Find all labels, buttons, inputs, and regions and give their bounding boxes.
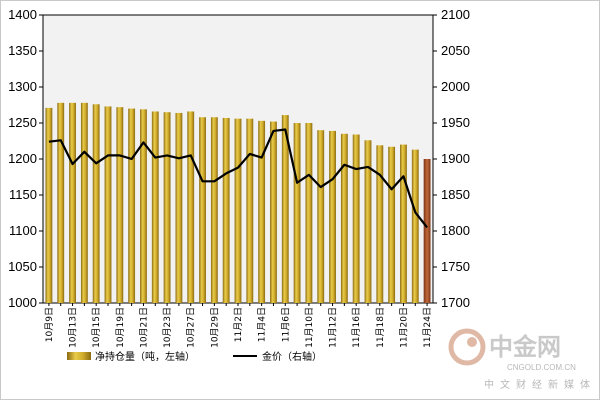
x-axis: 10月9日 10月13日 10月15日 10月19日 10月21日 10月23日 10月27…	[44, 303, 433, 348]
legend-bar-label: 净持仓量（吨，左轴）	[95, 350, 195, 363]
bar	[411, 149, 419, 303]
bar	[210, 117, 218, 304]
bar	[376, 145, 384, 303]
watermark: 中金网 CNGOLD.COM.CN 中文财经新媒体	[448, 328, 596, 391]
x-tick-label: 11月12日	[328, 307, 339, 348]
left-tick-label: 1050	[8, 259, 37, 274]
bar	[187, 111, 195, 303]
watermark-url: CNGOLD.COM.CN	[507, 363, 576, 372]
x-tick-label: 10月9日	[44, 307, 55, 342]
bar	[400, 144, 407, 303]
bar	[293, 123, 301, 303]
legend-bar-swatch	[67, 352, 91, 360]
bar	[104, 106, 112, 303]
x-tick-label: 11月10日	[304, 307, 315, 348]
bar	[364, 140, 372, 303]
bar	[305, 123, 313, 303]
bar	[234, 118, 242, 304]
right-tick-label: 1750	[441, 259, 470, 274]
x-tick-label: 11月16日	[351, 307, 362, 348]
x-tick-label: 10月21日	[138, 307, 149, 348]
left-tick-label: 1300	[8, 79, 37, 94]
bar	[423, 159, 431, 303]
watermark-logo-icon	[448, 328, 486, 366]
x-tick-label: 11月2日	[233, 307, 244, 342]
x-tick-label: 10月15日	[91, 307, 102, 348]
right-tick-label: 2050	[441, 43, 470, 58]
bar	[317, 130, 325, 303]
right-tick-label: 2000	[441, 79, 470, 94]
left-tick-label: 1400	[8, 7, 37, 22]
x-tick-label: 11月18日	[375, 307, 386, 348]
bar	[352, 134, 360, 303]
left-tick-label: 1200	[8, 151, 37, 166]
bar	[340, 133, 348, 303]
right-tick-label: 2100	[441, 7, 470, 22]
right-tick-label: 1850	[441, 187, 470, 202]
x-tick-label: 11月20日	[398, 307, 409, 348]
right-tick-label: 1900	[441, 151, 470, 166]
x-tick-label: 11月6日	[280, 307, 291, 342]
x-tick-label: 11月4日	[257, 307, 268, 342]
bar	[175, 112, 183, 303]
bar	[140, 109, 147, 303]
line-series	[48, 128, 428, 229]
left-tick-label: 1150	[9, 187, 37, 202]
bar-series	[45, 102, 431, 304]
bar	[270, 121, 277, 303]
x-tick-label: 10月27日	[186, 307, 197, 348]
bar	[128, 108, 136, 303]
bar	[329, 130, 336, 303]
bar	[222, 117, 230, 304]
bar	[116, 107, 124, 303]
watermark-title: 中金网	[489, 333, 561, 361]
bar	[281, 115, 289, 303]
right-axis: 1700 1750 1800 1850 1900 1950 2000 2050 2100	[433, 7, 470, 310]
bar	[45, 107, 53, 303]
watermark-subtitle: 中文财经新媒体	[484, 378, 596, 391]
legend-line-label: 金价（右轴）	[262, 350, 322, 363]
bar	[246, 118, 254, 304]
bar	[199, 117, 206, 304]
bar	[69, 102, 76, 303]
bar	[80, 102, 88, 303]
bar	[258, 120, 266, 303]
x-tick-label: 10月19日	[115, 307, 126, 348]
bar	[92, 104, 100, 303]
right-tick-label: 1700	[441, 295, 470, 310]
x-tick-label: 11月24日	[422, 307, 433, 348]
right-tick-label: 1800	[441, 223, 470, 238]
x-tick-label: 10月23日	[162, 307, 173, 348]
left-tick-label: 1250	[8, 115, 37, 130]
price-line	[48, 128, 428, 229]
bar	[151, 111, 159, 303]
x-tick-label: 10月29日	[209, 307, 220, 348]
bar	[57, 102, 65, 303]
x-tick-label: 10月13日	[68, 307, 79, 348]
right-tick-label: 1950	[441, 115, 470, 130]
bar	[163, 112, 171, 303]
left-tick-label: 1000	[8, 295, 37, 310]
bar	[388, 146, 396, 303]
left-axis: 1000 1050 1100 1150 1200 1250 1300 1350 1400	[8, 7, 43, 310]
left-tick-label: 1100	[9, 223, 37, 238]
legend: 净持仓量（吨，左轴） 金价（右轴）	[67, 350, 322, 363]
left-tick-label: 1350	[8, 43, 37, 58]
